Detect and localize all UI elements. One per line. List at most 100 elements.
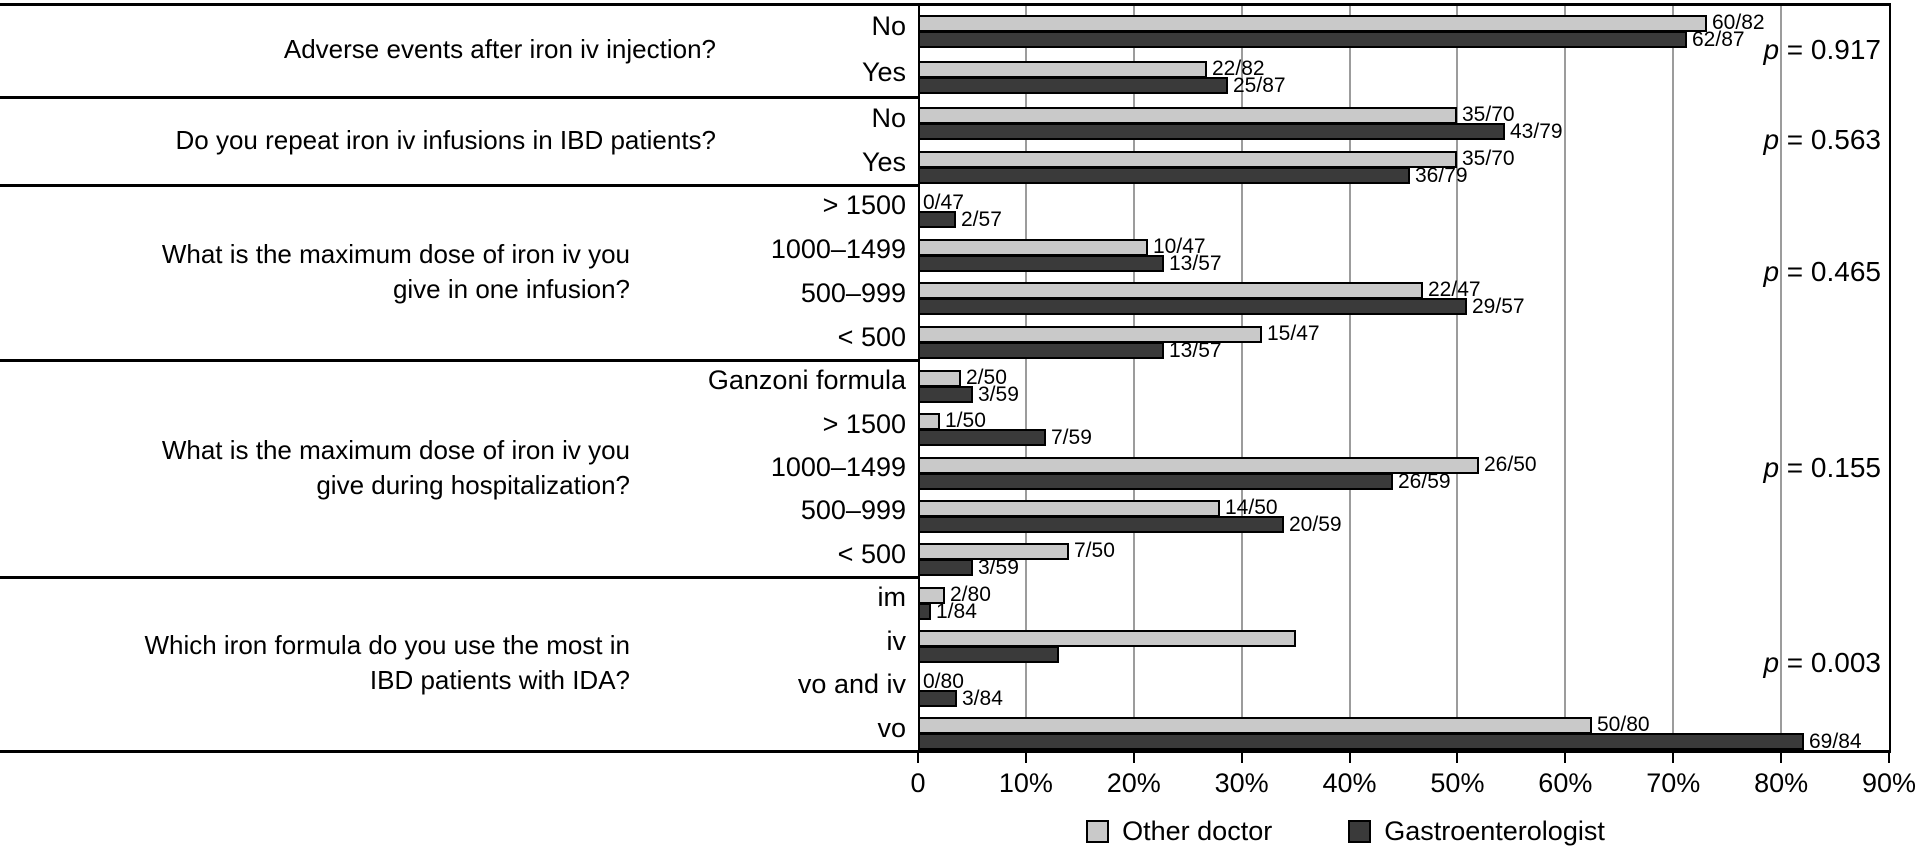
question-label: What is the maximum dose of iron iv you g… xyxy=(0,359,630,576)
bar-gastroenterologist xyxy=(918,473,1393,490)
legend-swatch-other-doctor-icon xyxy=(1086,820,1110,843)
section-divider xyxy=(0,359,920,362)
bar-gastroenterologist xyxy=(918,646,1059,663)
gridline xyxy=(1132,3,1135,750)
bar-value-label: 1/50 xyxy=(945,409,986,432)
x-axis-tick xyxy=(1888,750,1890,763)
x-tick-label: 70% xyxy=(1646,768,1701,798)
category-label: No xyxy=(871,10,906,41)
x-tick-label: 20% xyxy=(1106,768,1161,798)
x-tick-label: 90% xyxy=(1861,768,1917,798)
bar-other-doctor xyxy=(918,107,1457,124)
question-line: give in one infusion? xyxy=(392,273,630,304)
x-axis-tick xyxy=(917,750,919,763)
bar-value-label: 10/47 xyxy=(1153,235,1206,258)
category-label: iv xyxy=(886,625,907,656)
category-label: 1000–1499 xyxy=(770,451,906,482)
category-label: 1000–1499 xyxy=(770,234,906,265)
category-label: < 500 xyxy=(837,321,906,352)
category-label: No xyxy=(871,102,906,133)
x-tick-label: 40% xyxy=(1322,768,1377,798)
section-divider xyxy=(0,184,920,187)
gridline xyxy=(1780,3,1783,750)
x-axis-tick xyxy=(1348,750,1351,763)
x-tick-label: 80% xyxy=(1754,768,1809,798)
bar-gastroenterologist xyxy=(918,77,1228,94)
bar-value-label: 36/79 xyxy=(1415,164,1468,187)
bar-gastroenterologist xyxy=(918,342,1164,359)
legend-label-other-doctor: Other doctor xyxy=(1122,816,1273,846)
bar-value-label: 69/84 xyxy=(1809,730,1862,753)
bar-other-doctor xyxy=(918,61,1207,78)
x-axis-tick xyxy=(1240,750,1243,763)
chart-top-border xyxy=(0,3,1889,6)
bar-gastroenterologist xyxy=(918,123,1505,140)
gridline xyxy=(1564,3,1567,750)
category-label: im xyxy=(877,582,907,613)
bar-value-label: 1/84 xyxy=(936,600,977,623)
plot-right-border xyxy=(1889,3,1891,753)
category-label: Yes xyxy=(861,146,906,177)
bar-value-label: 13/57 xyxy=(1169,252,1222,275)
bar-gastroenterologist xyxy=(918,255,1164,272)
bar-value-label: 14/50 xyxy=(1225,496,1278,519)
x-axis-tick xyxy=(1132,750,1135,763)
p-italic: p xyxy=(1763,124,1780,155)
bar-value-label: 2/50 xyxy=(966,366,1007,389)
p-value-label: p = 0.917 xyxy=(1763,34,1881,65)
plot-left-border xyxy=(918,3,920,750)
bar-gastroenterologist xyxy=(918,559,973,576)
legend-swatch-gastroenterologist-icon xyxy=(1348,820,1372,843)
gridline xyxy=(1456,3,1459,750)
x-tick-label: 10% xyxy=(998,768,1053,798)
x-axis-tick xyxy=(1672,750,1675,763)
x-tick-label: 50% xyxy=(1430,768,1485,798)
bar-value-label: 7/59 xyxy=(1051,426,1092,449)
bar-gastroenterologist xyxy=(918,167,1410,184)
bar-value-label: 35/70 xyxy=(1462,147,1515,170)
gridline xyxy=(1024,3,1027,750)
x-axis-line xyxy=(0,750,1891,753)
bar-value-label: 20/59 xyxy=(1289,513,1342,536)
question-label: Which iron formula do you use the most i… xyxy=(0,576,630,750)
bar-value-label: 22/47 xyxy=(1428,278,1481,301)
bar-value-label: 50/80 xyxy=(1597,713,1650,736)
gridline xyxy=(1348,3,1351,750)
bar-gastroenterologist xyxy=(918,298,1467,315)
p-italic: p xyxy=(1763,452,1780,483)
p-italic: p xyxy=(1763,256,1780,287)
p-value-label: p = 0.003 xyxy=(1763,647,1881,678)
bar-value-label: 43/79 xyxy=(1510,120,1563,143)
question-label: What is the maximum dose of iron iv you g… xyxy=(0,184,630,359)
bar-value-label: 35/70 xyxy=(1462,103,1515,126)
bar-value-label: 0/80 xyxy=(923,670,964,693)
bar-other-doctor xyxy=(918,15,1707,32)
x-axis-tick xyxy=(1564,750,1567,763)
bar-value-label: 2/80 xyxy=(950,583,991,606)
bar-value-label: 26/59 xyxy=(1398,470,1451,493)
category-label: > 1500 xyxy=(822,190,906,221)
bar-other-doctor xyxy=(918,370,961,387)
x-axis-tick xyxy=(1024,750,1027,763)
bar-value-label: 22/82 xyxy=(1212,57,1265,80)
question-line: give during hospitalization? xyxy=(316,469,630,500)
section-divider xyxy=(0,576,920,579)
p-value-label: p = 0.465 xyxy=(1763,256,1881,287)
bar-gastroenterologist xyxy=(918,733,1804,750)
bar-value-label: 25/87 xyxy=(1233,74,1286,97)
question-line: What is the maximum dose of iron iv you xyxy=(161,238,630,269)
question-line: Which iron formula do you use the most i… xyxy=(144,630,630,660)
category-label: 500–999 xyxy=(800,277,906,308)
bar-other-doctor xyxy=(918,413,940,430)
p-value-label: p = 0.563 xyxy=(1763,124,1881,155)
bar-other-doctor xyxy=(918,717,1592,734)
bar-gastroenterologist xyxy=(918,31,1687,48)
bar-value-label: 15/47 xyxy=(1267,322,1320,345)
x-tick-label: 0 xyxy=(910,768,926,798)
bar-other-doctor xyxy=(918,151,1457,168)
legend: Other doctor Gastroenterologist xyxy=(860,816,1831,847)
legend-label-gastroenterologist: Gastroenterologist xyxy=(1384,816,1605,846)
category-label: vo xyxy=(877,712,906,743)
category-label: < 500 xyxy=(837,538,906,569)
